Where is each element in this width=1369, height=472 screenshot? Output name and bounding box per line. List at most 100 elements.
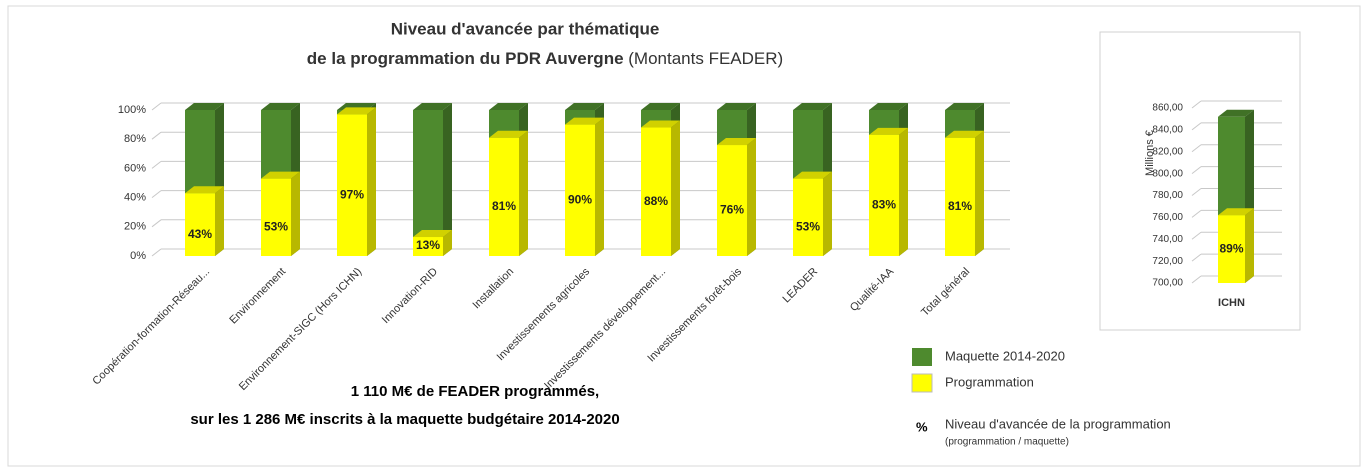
grid-line bbox=[1191, 166, 1202, 175]
bar bbox=[489, 137, 519, 256]
bar-top bbox=[565, 117, 604, 125]
bar-top bbox=[869, 103, 908, 110]
bar-side bbox=[367, 107, 376, 256]
bar-top bbox=[261, 171, 300, 179]
bar bbox=[869, 134, 899, 256]
bar-top bbox=[1218, 208, 1254, 216]
bar-top bbox=[641, 120, 680, 128]
x-tick-label: Investissements développement... bbox=[542, 266, 668, 392]
grid-line bbox=[1191, 188, 1202, 196]
bar-top bbox=[489, 130, 528, 138]
bar-top bbox=[413, 103, 452, 110]
bar-top bbox=[185, 186, 224, 194]
data-label: 88% bbox=[644, 194, 668, 208]
bar-top bbox=[1218, 109, 1254, 117]
grid-line bbox=[1191, 231, 1202, 240]
data-label: 81% bbox=[492, 199, 516, 213]
bar-top bbox=[793, 171, 832, 179]
y-tick-label: 0% bbox=[130, 250, 146, 262]
bar-side bbox=[519, 130, 528, 256]
bar-top bbox=[337, 107, 376, 115]
data-label: 76% bbox=[720, 203, 744, 217]
grid-line bbox=[151, 219, 162, 228]
bar bbox=[565, 124, 595, 256]
bar bbox=[641, 127, 671, 257]
y-tick-label: 740,00 bbox=[1152, 234, 1183, 245]
y-tick-label: 820,00 bbox=[1152, 146, 1183, 157]
bar-side bbox=[595, 117, 604, 256]
x-tick-label: Environnement-SIGC (Hors ICHN) bbox=[237, 266, 364, 393]
data-label: 97% bbox=[340, 187, 364, 201]
x-tick-label: ICHN bbox=[1218, 297, 1245, 309]
x-tick-label: Qualité-IAA bbox=[848, 265, 897, 314]
grid-line bbox=[1191, 209, 1202, 218]
chart-title: Niveau d'avancée par thématique bbox=[391, 19, 660, 38]
bar-side bbox=[443, 103, 452, 256]
annotation: 1 110 M€ de FEADER programmés, bbox=[351, 383, 599, 400]
grid-line bbox=[1191, 100, 1202, 109]
bar-top bbox=[565, 103, 604, 110]
x-tick-label: Installation bbox=[471, 266, 517, 312]
bar-side bbox=[975, 130, 984, 256]
bar-top bbox=[641, 103, 680, 110]
grid-line bbox=[151, 131, 162, 140]
frame bbox=[7, 5, 1361, 467]
bar-side bbox=[671, 120, 680, 257]
legend-label: Maquette 2014-2020 bbox=[945, 348, 1065, 363]
bar bbox=[717, 145, 747, 256]
bar-top bbox=[717, 103, 756, 110]
grid-line bbox=[151, 102, 162, 111]
y-tick-label: 840,00 bbox=[1152, 125, 1183, 136]
bar-top bbox=[945, 130, 984, 138]
y-tick-label: 720,00 bbox=[1152, 256, 1183, 267]
bar-top bbox=[261, 103, 300, 110]
bar-top bbox=[717, 138, 756, 146]
bar-top bbox=[489, 103, 528, 110]
bar-side bbox=[1245, 208, 1254, 283]
data-label: 53% bbox=[796, 219, 820, 233]
bar bbox=[185, 193, 215, 256]
y-tick-label: 40% bbox=[124, 192, 146, 204]
x-tick-label: Environnement bbox=[227, 266, 288, 327]
y-tick-label: 60% bbox=[124, 162, 146, 174]
y-tick-label: 80% bbox=[124, 133, 146, 145]
y-tick-label: 860,00 bbox=[1152, 103, 1183, 114]
chart-title-2: de la programmation du PDR Auvergne (Mon… bbox=[307, 49, 783, 68]
y-tick-label: 780,00 bbox=[1152, 190, 1183, 201]
title-line2: de la programmation du PDR Auvergne bbox=[307, 49, 624, 68]
bar-top bbox=[945, 103, 984, 110]
grid-line bbox=[1191, 253, 1202, 262]
bar bbox=[1218, 215, 1245, 283]
legend-symbol: % bbox=[916, 419, 928, 434]
data-label: 81% bbox=[948, 199, 972, 213]
grid-line bbox=[151, 161, 162, 169]
x-tick-label: LEADER bbox=[781, 266, 821, 306]
y-tick-label: 20% bbox=[124, 221, 146, 233]
data-label: 43% bbox=[188, 227, 212, 241]
grid-line bbox=[1191, 275, 1202, 284]
data-label: 89% bbox=[1219, 241, 1243, 255]
y-tick-label: 800,00 bbox=[1152, 168, 1183, 179]
bar-side bbox=[823, 171, 832, 256]
x-tick-label: Total général bbox=[919, 266, 972, 319]
bar-top bbox=[413, 230, 452, 238]
x-tick-label: Innovation-RID bbox=[380, 266, 440, 326]
annotation: sur les 1 286 M€ inscrits à la maquette … bbox=[190, 411, 619, 428]
bar bbox=[413, 237, 443, 256]
x-tick-label: Coopération-formation-Réseau... bbox=[90, 266, 212, 388]
bar-side bbox=[443, 230, 452, 256]
grid-line bbox=[1191, 144, 1202, 153]
bar-side bbox=[215, 186, 224, 256]
bar-side bbox=[747, 138, 756, 256]
bar-top bbox=[793, 103, 832, 110]
y-tick-label: 700,00 bbox=[1152, 278, 1183, 289]
bar bbox=[261, 178, 291, 256]
bar bbox=[337, 114, 367, 256]
data-label: 90% bbox=[568, 192, 592, 206]
data-label: 13% bbox=[416, 238, 440, 252]
legend-label: Programmation bbox=[945, 374, 1034, 389]
bar-top bbox=[185, 103, 224, 110]
data-label: 83% bbox=[872, 198, 896, 212]
y-tick-label: 760,00 bbox=[1152, 212, 1183, 223]
